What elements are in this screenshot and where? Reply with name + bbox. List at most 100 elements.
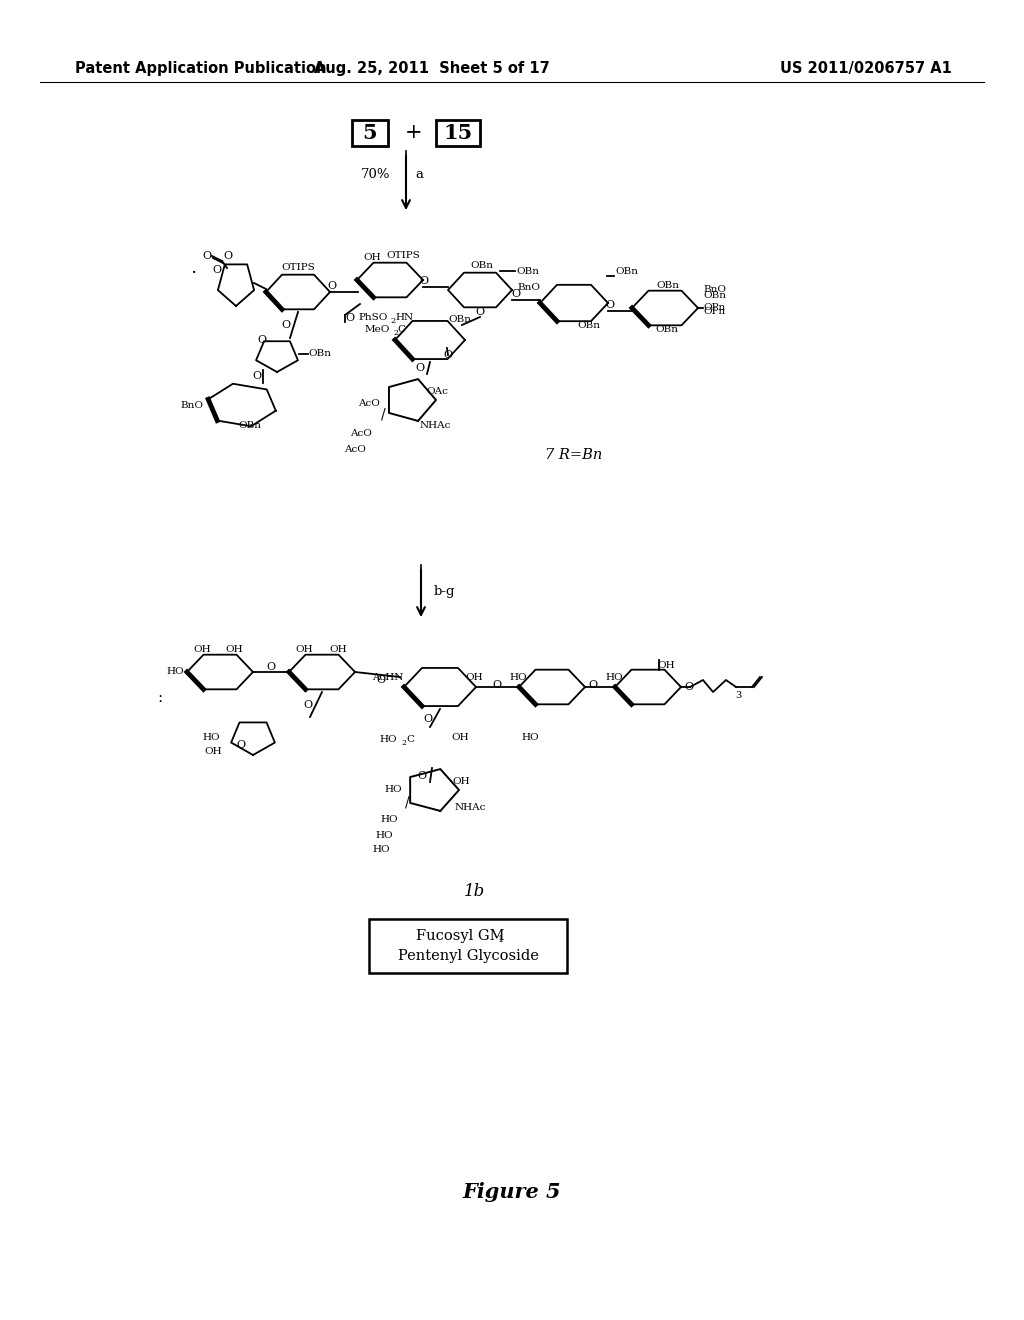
Text: O: O	[589, 680, 598, 690]
Polygon shape	[218, 264, 254, 306]
Text: OPn: OPn	[703, 308, 725, 317]
Text: AcO: AcO	[350, 429, 372, 438]
Polygon shape	[231, 722, 274, 755]
Text: 2: 2	[390, 317, 395, 325]
Text: OH: OH	[295, 645, 312, 655]
Text: O: O	[237, 741, 246, 750]
Text: HN: HN	[395, 314, 413, 322]
Text: OH: OH	[194, 645, 211, 655]
Text: C: C	[397, 326, 406, 334]
Bar	[369, 919, 567, 973]
Polygon shape	[632, 290, 698, 325]
Polygon shape	[187, 655, 253, 689]
Text: HO: HO	[166, 668, 184, 676]
Text: O: O	[493, 680, 502, 690]
Text: OBn: OBn	[516, 268, 539, 276]
Text: O: O	[282, 319, 291, 330]
Text: HO: HO	[380, 816, 398, 825]
Polygon shape	[256, 342, 298, 372]
Text: AcO: AcO	[344, 445, 366, 454]
Text: US 2011/0206757 A1: US 2011/0206757 A1	[780, 61, 952, 75]
Text: HO: HO	[521, 733, 539, 742]
Text: O: O	[475, 308, 484, 317]
Text: OH: OH	[329, 645, 347, 655]
Text: OBn: OBn	[615, 267, 638, 276]
Text: O: O	[377, 675, 386, 685]
Text: O: O	[304, 700, 313, 710]
Text: OBn: OBn	[449, 315, 471, 325]
Text: Patent Application Publication: Patent Application Publication	[75, 61, 327, 75]
Text: Pentenyl Glycoside: Pentenyl Glycoside	[397, 949, 539, 964]
Text: HO: HO	[203, 733, 220, 742]
Text: 15: 15	[443, 123, 473, 143]
Text: AcO: AcO	[358, 399, 380, 408]
Text: 5: 5	[362, 123, 377, 143]
Text: 3: 3	[735, 692, 741, 701]
Text: HO: HO	[384, 785, 402, 795]
Text: C: C	[406, 735, 414, 744]
Text: OTIPS: OTIPS	[386, 251, 420, 260]
Text: Aug. 25, 2011  Sheet 5 of 17: Aug. 25, 2011 Sheet 5 of 17	[314, 61, 550, 75]
Text: :: :	[158, 690, 163, 705]
Bar	[436, 120, 480, 147]
Text: NHAc: NHAc	[420, 421, 452, 429]
Text: O: O	[511, 289, 520, 300]
Polygon shape	[615, 669, 681, 705]
Text: O: O	[443, 350, 453, 360]
Text: PhSO: PhSO	[358, 314, 387, 322]
Text: OH: OH	[453, 777, 470, 787]
Text: OBn: OBn	[308, 350, 331, 359]
Text: OH: OH	[452, 733, 469, 742]
Text: .: .	[189, 259, 197, 277]
Text: O: O	[415, 363, 424, 374]
Text: 2: 2	[393, 329, 398, 337]
Text: O: O	[417, 771, 426, 781]
Text: BnO: BnO	[703, 285, 726, 294]
Text: MeO: MeO	[365, 326, 390, 334]
Text: O: O	[257, 335, 266, 345]
Polygon shape	[389, 379, 436, 421]
Text: O: O	[203, 251, 212, 261]
Text: O: O	[605, 300, 614, 310]
Text: O: O	[266, 663, 275, 672]
Text: AcHN: AcHN	[372, 672, 403, 681]
Text: O: O	[253, 371, 261, 381]
Text: HO: HO	[605, 672, 623, 681]
Bar	[352, 120, 388, 147]
Polygon shape	[519, 669, 585, 705]
Text: HO: HO	[379, 735, 397, 744]
Text: O: O	[684, 682, 693, 692]
Text: 1: 1	[498, 935, 504, 944]
Text: BnO: BnO	[180, 400, 203, 409]
Text: Figure 5: Figure 5	[463, 1181, 561, 1203]
Text: HO: HO	[373, 846, 390, 854]
Text: O: O	[212, 265, 221, 275]
Text: a: a	[415, 169, 423, 181]
Polygon shape	[449, 273, 512, 308]
Text: O: O	[420, 276, 429, 286]
Text: HO: HO	[509, 672, 527, 681]
Text: HO: HO	[376, 830, 393, 840]
Polygon shape	[540, 285, 608, 321]
Text: OH: OH	[657, 660, 675, 669]
Text: 2: 2	[401, 739, 406, 747]
Polygon shape	[404, 668, 476, 706]
Text: OH: OH	[205, 747, 222, 756]
Text: /: /	[381, 408, 385, 422]
Text: OBn: OBn	[239, 421, 261, 429]
Polygon shape	[266, 275, 330, 309]
Text: OAc: OAc	[426, 388, 447, 396]
Text: OTIPS: OTIPS	[282, 263, 314, 272]
Text: /: /	[404, 795, 410, 809]
Text: OBn: OBn	[470, 261, 494, 271]
Text: OH: OH	[465, 672, 482, 681]
Text: 70%: 70%	[360, 169, 390, 181]
Text: OPn: OPn	[703, 304, 725, 313]
Text: OBn: OBn	[656, 281, 680, 289]
Text: 7 R=Bn: 7 R=Bn	[545, 447, 602, 462]
Text: OH: OH	[364, 252, 381, 261]
Text: Fucosyl GM: Fucosyl GM	[416, 929, 504, 942]
Text: +: +	[406, 124, 423, 143]
Text: OBn: OBn	[578, 322, 600, 330]
Text: OBn: OBn	[703, 290, 726, 300]
